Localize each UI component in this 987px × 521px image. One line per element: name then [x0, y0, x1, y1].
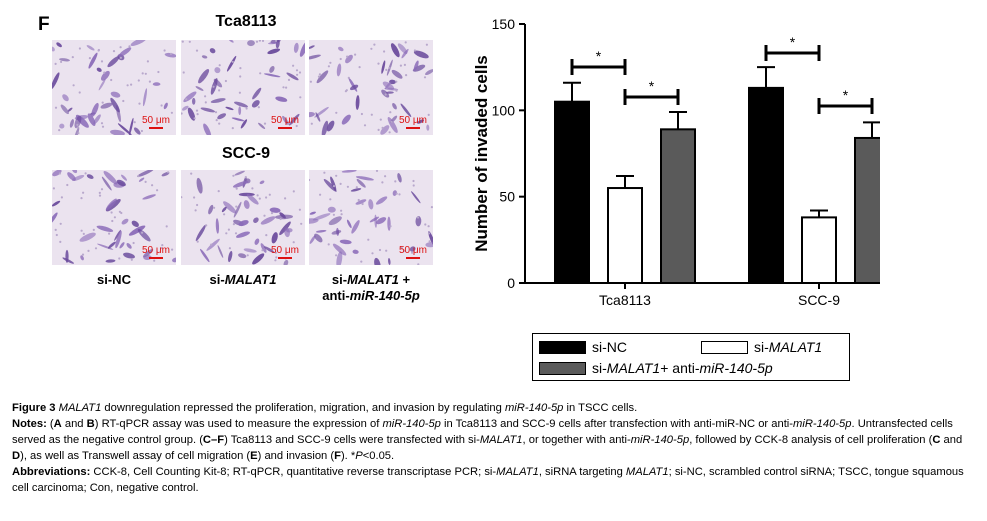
row-title-scc9: SCC-9 [221, 145, 270, 162]
bar [554, 100, 590, 284]
significance-label: * [843, 87, 849, 103]
legend-item-combo: si- MALAT1 + anti-miR-140-5p [539, 360, 773, 376]
legend-item-si-malat1: si- MALAT1 [701, 339, 822, 355]
caption-abbreviations: Abbreviations: CCK-8, Cell Counting Kit-… [12, 466, 964, 494]
legend-swatch-gray [539, 361, 586, 375]
y-tick-label: 50 [499, 189, 515, 205]
invasion-bar-chart: 0 50 100 150 Number of invaded cells Tca8113 S… [472, 16, 880, 308]
bar [801, 216, 837, 285]
micrograph-scc9-combo: 50 μm [309, 170, 433, 265]
scale-bar: 50 μm [142, 116, 170, 129]
row-title-tca8113: Tca8113 [215, 13, 277, 30]
micrograph-tca8113-combo: 50 μm [309, 40, 433, 135]
column-label-si-nc: si-NC [97, 272, 131, 287]
caption-notes: Notes: (A and B) RT-qPCR assay was used … [12, 418, 963, 462]
y-tick-label: 100 [492, 102, 516, 118]
bar [854, 136, 880, 284]
column-label-si-malat1: si-MALAT1 [209, 272, 277, 287]
scale-bar: 50 μm [271, 116, 299, 129]
legend-swatch-white [701, 340, 748, 354]
panel-letter: F [38, 14, 50, 35]
micrograph-tca8113-si-malat1: 50 μm [181, 40, 305, 135]
micrograph-scc9-si-malat1: 50 μm [181, 170, 305, 265]
significance-label: * [596, 48, 602, 64]
x-tick-label: Tca8113 [599, 292, 651, 308]
significance-label: * [790, 34, 796, 50]
figure-caption: Figure 3 MALAT1 downregulation repressed… [12, 400, 974, 496]
scale-bar: 50 μm [399, 116, 427, 129]
bar [607, 187, 643, 285]
significance-label: * [649, 78, 655, 94]
bar [660, 128, 696, 284]
micrograph-tca8113-si-nc: 50 μm [52, 40, 176, 135]
bar [748, 86, 784, 284]
x-tick-label: SCC-9 [798, 292, 840, 308]
y-axis-label: Number of invaded cells [472, 55, 491, 252]
micrograph-scc9-si-nc: 50 μm [52, 170, 176, 265]
chart-legend: si-NC si- MALAT1 si- MALAT1 + anti-miR-140… [532, 333, 850, 381]
scale-bar: 50 μm [142, 246, 170, 259]
legend-swatch-black [539, 340, 586, 354]
caption-title: Figure 3 MALAT1 downregulation repressed… [12, 402, 638, 414]
scale-bar: 50 μm [271, 246, 299, 259]
y-tick-label: 150 [492, 16, 516, 32]
legend-item-si-nc: si-NC [539, 339, 627, 355]
y-tick-label: 0 [507, 275, 515, 291]
column-label-combo: si-MALAT1 + anti-miR-140-5p [322, 272, 420, 303]
scale-bar: 50 μm [399, 246, 427, 259]
